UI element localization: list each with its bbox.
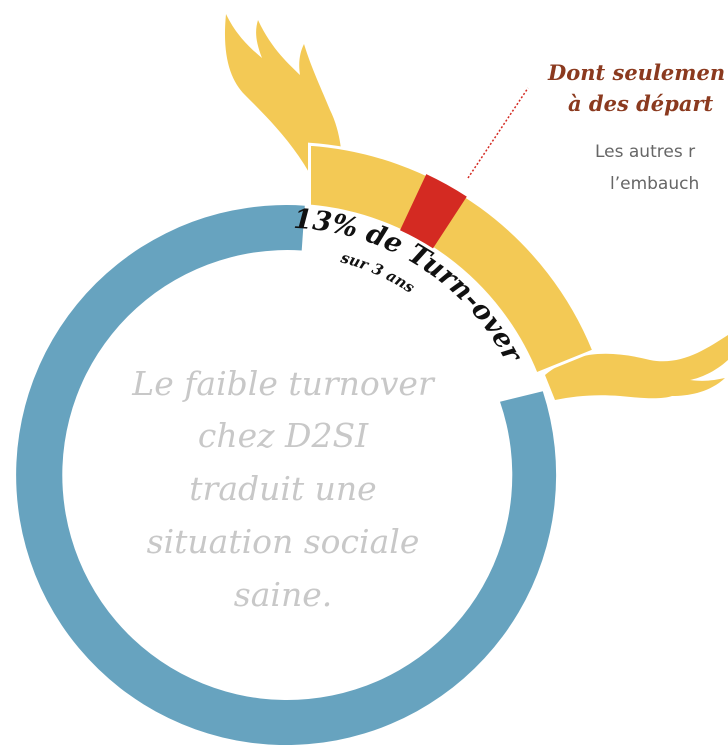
callout-body: Les autres r bbox=[595, 142, 695, 162]
turnover-arc bbox=[308, 142, 596, 376]
callout-body: l’embauch bbox=[610, 174, 699, 194]
callout-leader bbox=[467, 87, 529, 179]
center-line: situation sociale bbox=[147, 522, 420, 561]
center-line: traduit une bbox=[189, 469, 376, 508]
center-line: saine. bbox=[234, 575, 332, 614]
center-line: chez D2SI bbox=[198, 416, 369, 455]
right-wing bbox=[545, 335, 728, 400]
departure-segment bbox=[400, 174, 467, 249]
callout-title: à des départ bbox=[568, 91, 713, 116]
center-line: Le faible turnover bbox=[131, 364, 436, 403]
center-text: Le faible turnover chez D2SI traduit une… bbox=[131, 364, 436, 614]
callout-title: Dont seulemen bbox=[547, 60, 725, 85]
